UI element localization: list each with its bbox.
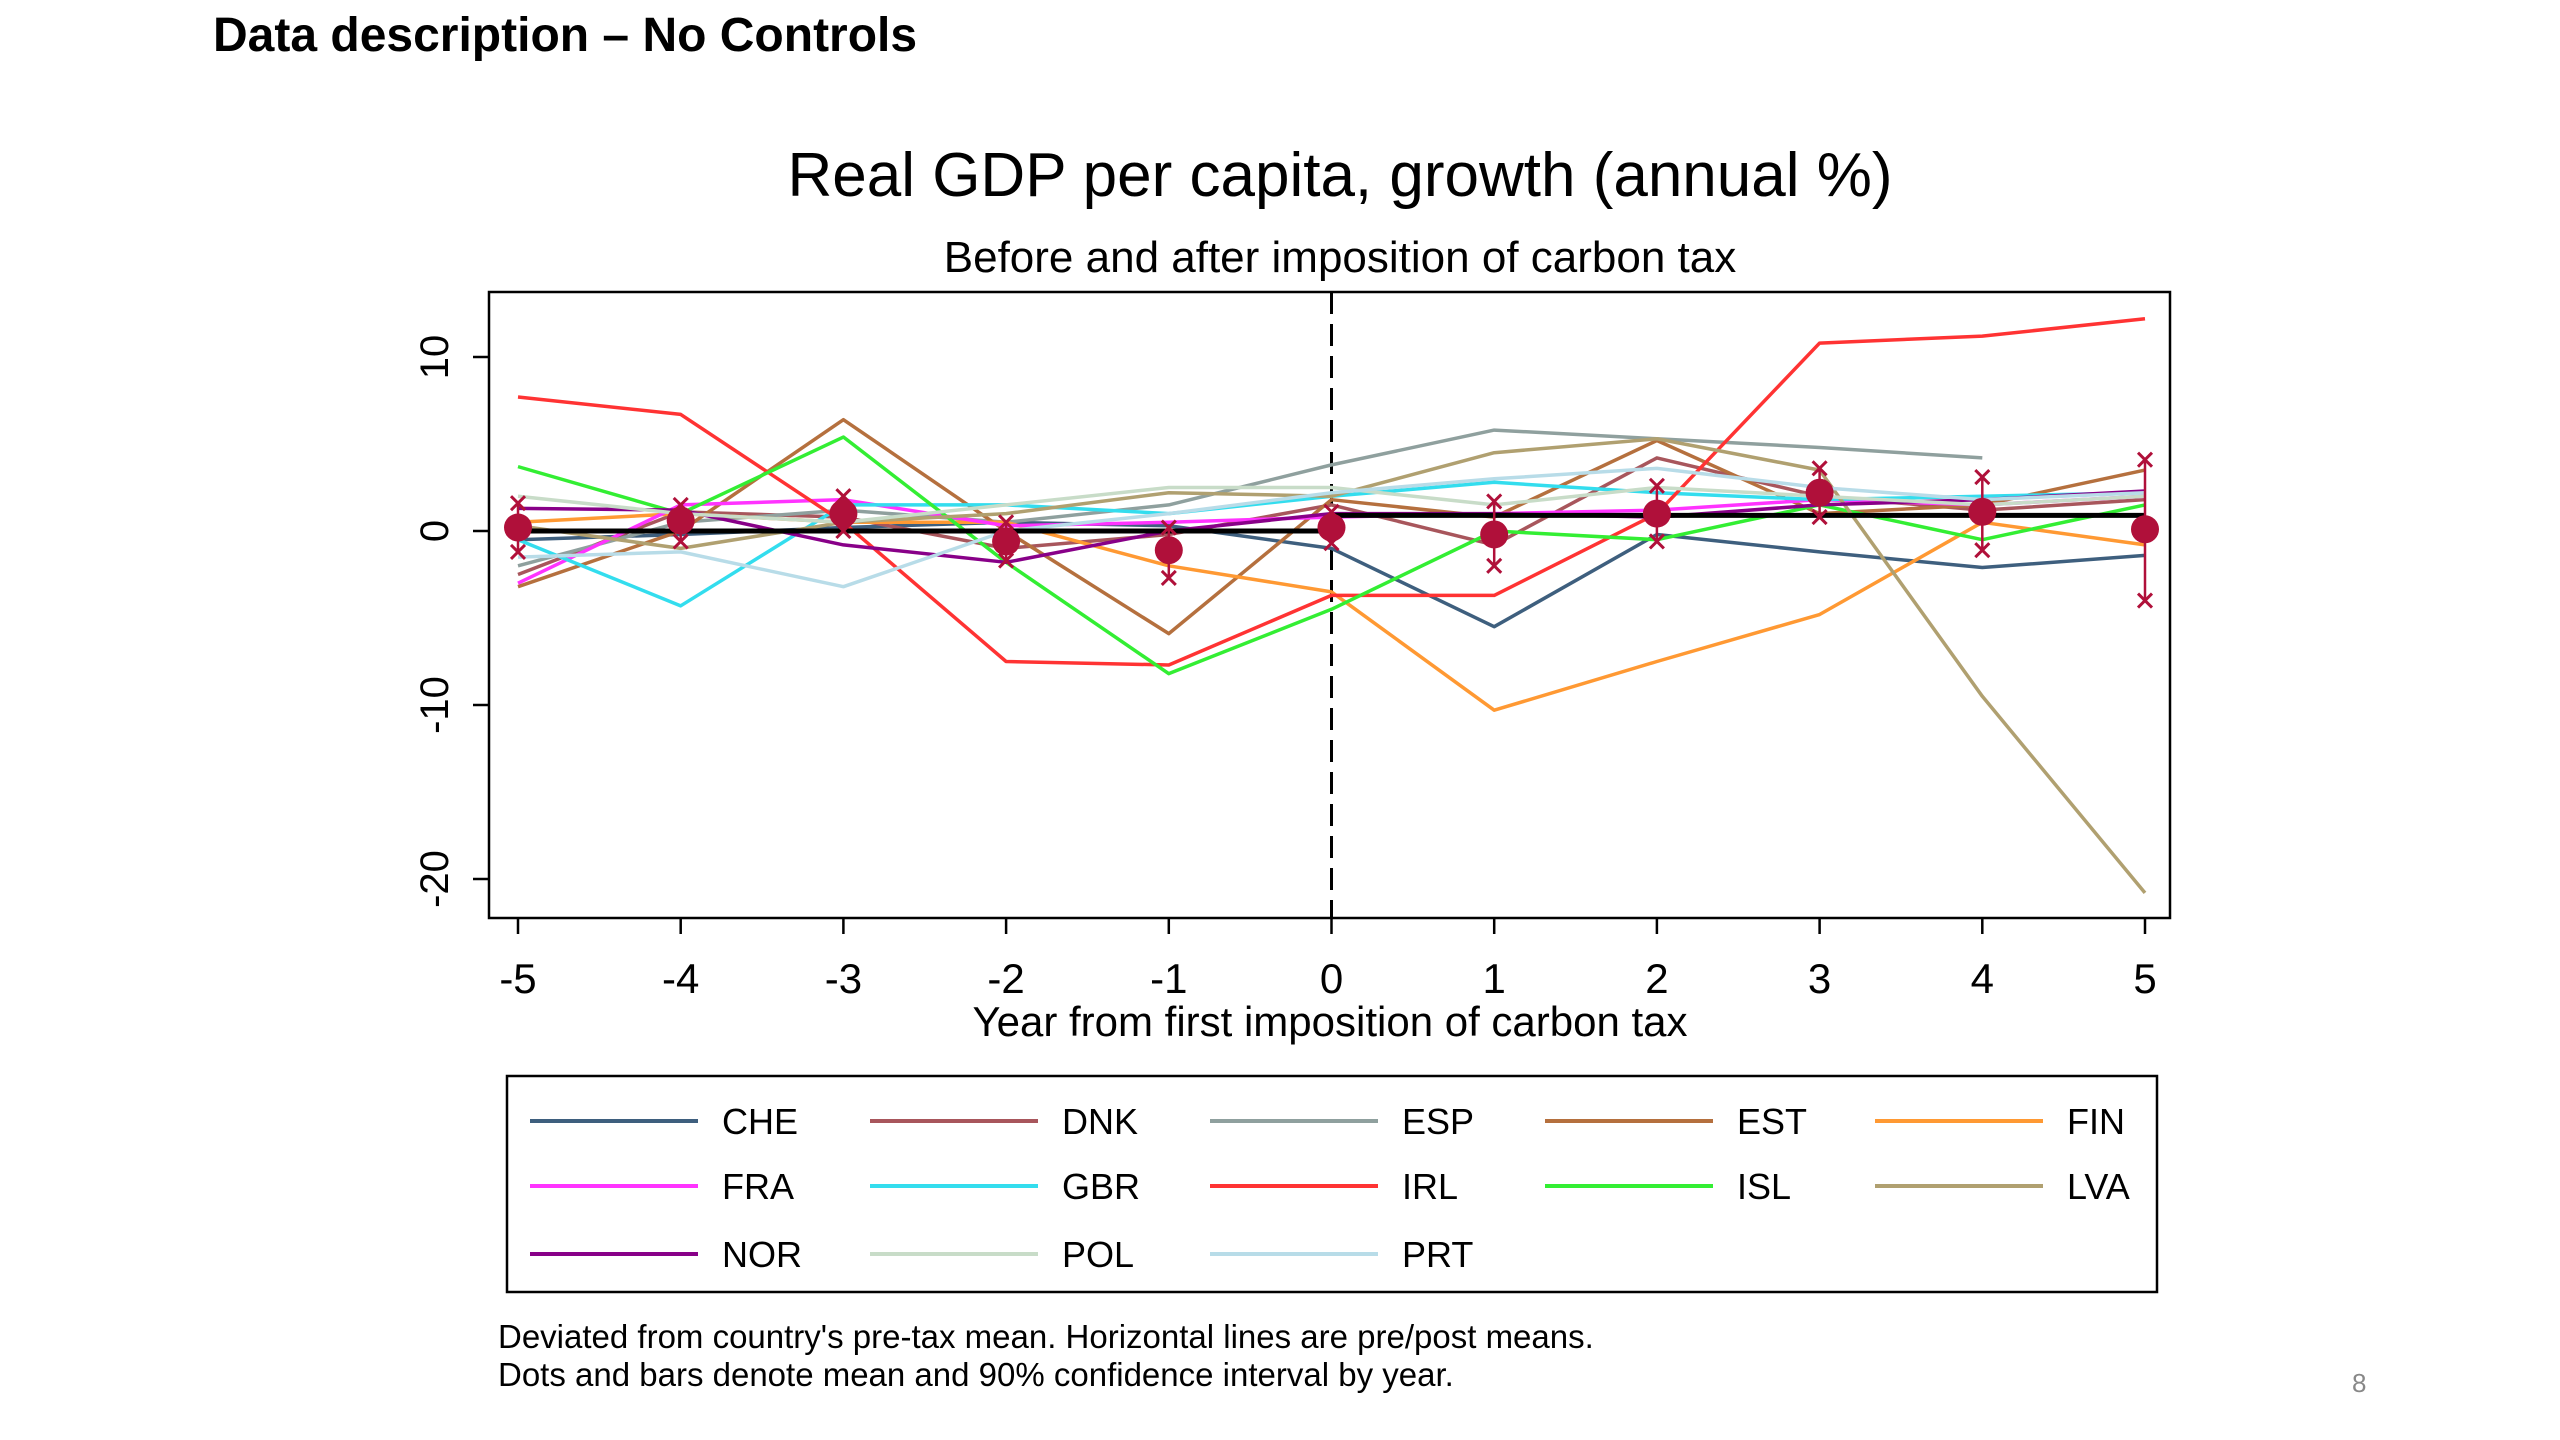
legend-label: IRL [1402,1166,1458,1207]
legend-label: PRT [1402,1234,1473,1275]
legend-label: GBR [1062,1166,1140,1207]
chart-subtitle: Before and after imposition of carbon ta… [944,233,1736,282]
ci-cap [1648,477,1665,494]
legend-label: DNK [1062,1101,1138,1142]
ci-cap [1974,542,1991,559]
legend-label: ESP [1402,1101,1474,1142]
plot-frame [487,290,2172,920]
legend-label: CHE [722,1101,798,1142]
series-line-pol [517,485,2146,525]
mean-dot [1968,497,1997,526]
ci-cap [1486,493,1503,510]
legend-label: LVA [2067,1166,2130,1207]
mean-dot [504,513,532,542]
series-line-est [517,417,2146,636]
x-axis-label: Year from first imposition of carbon tax [972,998,1687,1045]
x-axis: -5 -4 -3 -2 -1 0 1 2 3 4 5 [499,918,2157,1002]
mean-dot [1480,520,1509,549]
ci-cap [1160,519,1177,536]
chart-title: Real GDP per capita, growth (annual %) [787,141,1892,210]
slide-title: Data description – No Controls [213,9,918,62]
mean-dot [2131,515,2159,544]
mean-dot [1154,536,1183,565]
ci-cap [998,552,1015,569]
y-tick-label: -20 [413,850,457,908]
y-tick-label: 10 [413,335,457,380]
legend-label: EST [1737,1101,1807,1142]
x-tick-label: -1 [1150,955,1187,1002]
ci-cap [998,514,1015,531]
ci-cap [509,543,527,560]
ci-cap [1811,509,1828,526]
ci-cap [1648,533,1665,550]
ci-cap [1811,460,1828,477]
legend-label: FRA [722,1166,794,1207]
series-line-irl [517,316,2146,667]
legend: CHE DNK ESP EST FIN FRA GBR IRL ISL LVA NOR POL PRT [530,1101,2130,1275]
mean-markers [504,451,2159,609]
y-axis: 10 0 -10 -20 [413,335,489,908]
ci-cap [509,495,527,512]
y-tick-label: 0 [413,520,457,542]
ci-cap [1486,557,1503,574]
legend-label: FIN [2067,1101,2125,1142]
ci-cap [2136,592,2154,609]
series-line-prt [517,466,2146,589]
x-tick-label: 5 [2133,955,2156,1002]
legend-label: NOR [722,1234,802,1275]
y-tick-label: -10 [413,676,457,734]
x-tick-label: 2 [1645,955,1668,1002]
x-tick-label: -2 [987,955,1024,1002]
x-tick-label: -5 [499,955,536,1002]
ci-cap [2136,451,2154,468]
ci-cap [1160,569,1177,587]
mean-dot [1642,499,1671,528]
ci-cap [672,533,689,550]
mean-dot [1317,513,1346,542]
x-tick-label: 1 [1483,955,1506,1002]
legend-label: POL [1062,1234,1134,1275]
pre-post-mean-lines [518,512,2145,534]
legend-label: ISL [1737,1166,1791,1207]
slide-number: 8 [2352,1368,2367,1398]
chart-note-line-2: Dots and bars denote mean and 90% confid… [498,1356,1454,1393]
mean-dot [829,499,858,528]
x-tick-label: 0 [1320,955,1343,1002]
mean-dot [666,506,695,535]
ci-cap [1974,468,1991,486]
x-tick-label: 4 [1971,955,1994,1002]
chart-note-line-1: Deviated from country's pre-tax mean. Ho… [498,1318,1594,1355]
x-tick-label: 3 [1808,955,1831,1002]
x-tick-label: -3 [825,955,862,1002]
mean-dot [1805,478,1834,507]
mean-dot [992,527,1021,556]
x-tick-label: -4 [662,955,699,1002]
